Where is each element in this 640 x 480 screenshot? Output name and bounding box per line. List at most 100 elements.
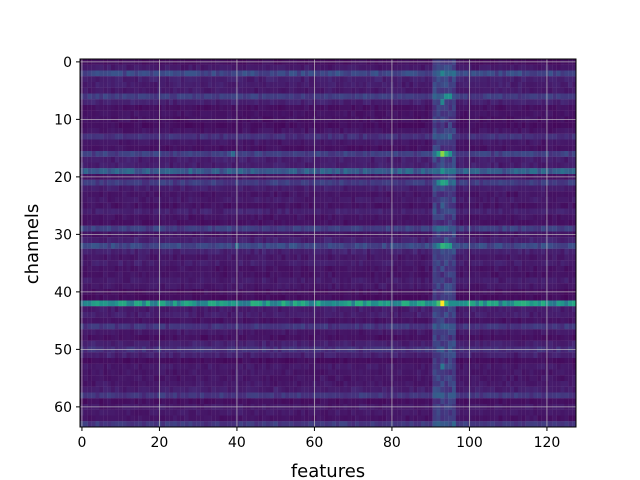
heatmap-cell xyxy=(494,93,499,100)
heatmap-cell xyxy=(114,248,119,255)
heatmap-cell xyxy=(118,243,123,249)
heatmap-cell xyxy=(421,151,426,157)
heatmap-cell xyxy=(459,70,464,77)
heatmap-cell xyxy=(211,139,216,146)
heatmap-cell xyxy=(452,271,457,278)
heatmap-cell xyxy=(514,128,519,134)
heatmap-cell xyxy=(366,168,371,175)
heatmap-cell xyxy=(215,266,220,272)
heatmap-cell xyxy=(254,70,259,77)
heatmap-cell xyxy=(227,237,232,244)
heatmap-cell xyxy=(548,202,553,209)
heatmap-cell xyxy=(293,220,298,226)
heatmap-cell xyxy=(300,128,305,134)
heatmap-cell xyxy=(324,105,329,111)
heatmap-cell xyxy=(130,225,135,232)
heatmap-cell xyxy=(401,185,406,192)
heatmap-cell xyxy=(215,99,220,106)
heatmap-cell xyxy=(145,122,150,129)
heatmap-cell xyxy=(529,93,534,100)
heatmap-cell xyxy=(552,87,557,94)
heatmap-cell xyxy=(285,156,290,163)
heatmap-cell xyxy=(347,139,352,146)
heatmap-cell xyxy=(366,271,371,278)
heatmap-cell xyxy=(417,208,422,215)
heatmap-cell xyxy=(455,271,460,278)
heatmap-cell xyxy=(91,243,96,249)
heatmap-cell xyxy=(502,99,507,106)
heatmap-cell xyxy=(537,266,542,272)
heatmap-cell xyxy=(529,128,534,134)
heatmap-cell xyxy=(413,162,418,169)
heatmap-cell xyxy=(111,202,116,209)
heatmap-cell xyxy=(328,122,333,129)
heatmap-cell xyxy=(138,220,143,226)
heatmap-cell xyxy=(254,93,259,100)
heatmap-cell xyxy=(413,76,418,83)
heatmap-cell xyxy=(188,162,193,169)
heatmap-cell xyxy=(343,202,348,209)
heatmap-cell xyxy=(165,105,170,111)
heatmap-cell xyxy=(490,197,495,203)
heatmap-cell xyxy=(273,243,278,249)
heatmap-cell xyxy=(421,99,426,106)
heatmap-cell xyxy=(281,139,286,146)
heatmap-cell xyxy=(99,283,104,290)
heatmap-cell xyxy=(204,162,209,169)
heatmap-cell xyxy=(122,105,127,111)
heatmap-cell xyxy=(207,266,212,272)
heatmap-cell xyxy=(107,145,112,152)
heatmap-cell xyxy=(87,191,92,198)
heatmap-cell xyxy=(572,191,577,198)
heatmap-cell xyxy=(339,76,344,83)
heatmap-cell xyxy=(316,128,321,134)
heatmap-cell xyxy=(335,214,340,221)
heatmap-cell xyxy=(393,168,398,175)
heatmap-cell xyxy=(87,214,92,221)
heatmap-cell xyxy=(490,128,495,134)
heatmap-cell xyxy=(134,99,139,106)
heatmap-cell xyxy=(506,133,511,140)
heatmap-cell xyxy=(525,93,530,100)
heatmap-cell xyxy=(417,237,422,244)
heatmap-cell xyxy=(324,122,329,129)
heatmap-cell xyxy=(142,99,147,106)
heatmap-cell xyxy=(362,243,367,249)
heatmap-cell xyxy=(494,277,499,284)
heatmap-cell xyxy=(339,82,344,88)
heatmap-cell xyxy=(556,99,561,106)
heatmap-cell xyxy=(428,70,433,77)
heatmap-cell xyxy=(359,133,364,140)
heatmap-cell xyxy=(215,82,220,88)
heatmap-cell xyxy=(424,208,429,215)
heatmap-cell xyxy=(351,277,356,284)
heatmap-cell xyxy=(510,70,515,77)
heatmap-cell xyxy=(459,151,464,157)
heatmap-cell xyxy=(103,208,108,215)
heatmap-cell xyxy=(83,191,88,198)
heatmap-cell xyxy=(409,168,414,175)
heatmap-cell xyxy=(421,191,426,198)
heatmap-cell xyxy=(204,139,209,146)
heatmap-cell xyxy=(250,260,255,267)
heatmap-cell xyxy=(211,110,216,117)
heatmap-cell xyxy=(382,237,387,244)
heatmap-cell xyxy=(320,70,325,77)
heatmap-cell xyxy=(273,87,278,94)
heatmap-cell xyxy=(479,225,484,232)
heatmap-cell xyxy=(510,214,515,221)
heatmap-cell xyxy=(459,99,464,106)
heatmap-cell xyxy=(370,225,375,232)
heatmap-cell xyxy=(378,277,383,284)
heatmap-cell xyxy=(277,151,282,157)
heatmap-cell xyxy=(541,93,546,100)
heatmap-cell xyxy=(122,243,127,249)
heatmap-cell xyxy=(238,243,243,249)
heatmap-cell xyxy=(215,110,220,117)
heatmap-cell xyxy=(475,76,480,83)
heatmap-cell xyxy=(262,122,267,129)
heatmap-cell xyxy=(134,156,139,163)
heatmap-cell xyxy=(421,277,426,284)
heatmap-cell xyxy=(374,214,379,221)
heatmap-cell xyxy=(324,70,329,77)
